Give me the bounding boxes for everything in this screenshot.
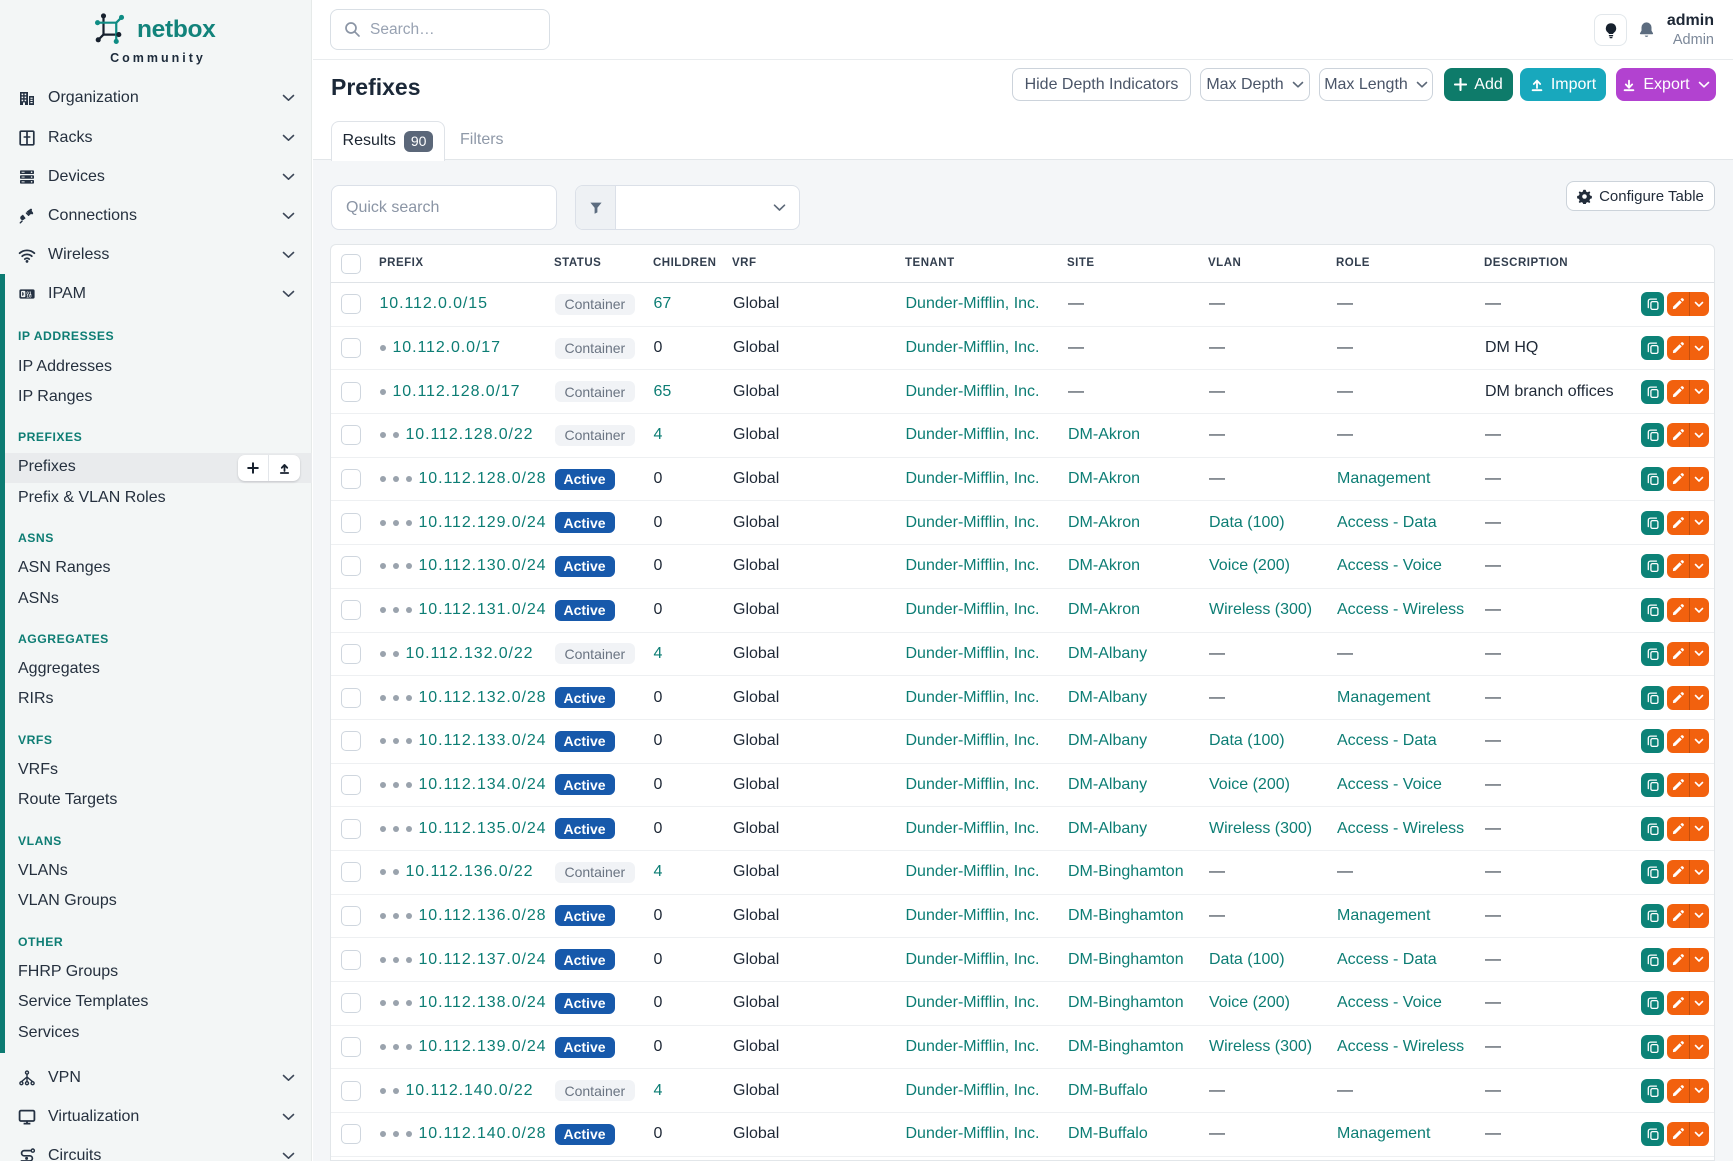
svg-text:1: 1	[22, 292, 25, 298]
svg-text:10: 10	[26, 293, 32, 298]
svg-text:01: 01	[26, 290, 32, 295]
